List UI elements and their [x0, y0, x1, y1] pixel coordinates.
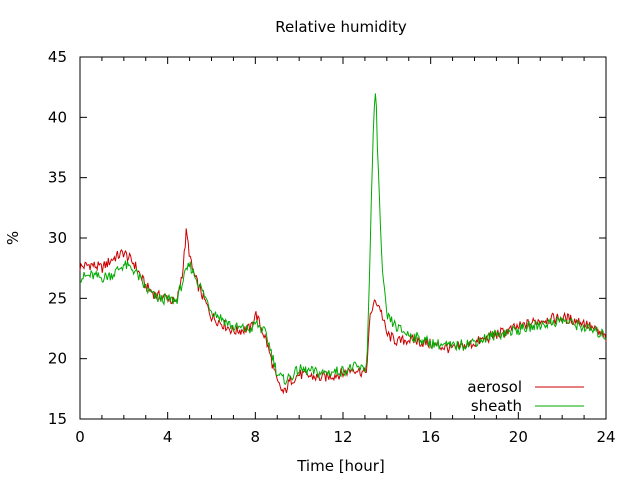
legend-label-aerosol: aerosol — [467, 378, 522, 396]
x-tick-label: 16 — [421, 428, 440, 446]
x-axis-label: Time [hour] — [296, 457, 385, 475]
chart-title: Relative humidity — [275, 18, 407, 36]
x-tick-label: 12 — [333, 428, 352, 446]
y-tick-label: 30 — [48, 229, 67, 247]
x-tick-label: 24 — [596, 428, 615, 446]
y-tick-label: 35 — [48, 169, 67, 187]
series-line-sheath — [79, 93, 607, 386]
y-tick-label: 45 — [48, 48, 67, 66]
series-line-aerosol — [79, 228, 607, 395]
plot-area: 0 4 8 12 16 20 24 15 20 25 30 35 40 45 — [48, 48, 616, 446]
y-tick-label: 25 — [48, 289, 67, 307]
y-tick-label: 20 — [48, 350, 67, 368]
y-tick-label: 15 — [48, 410, 67, 428]
x-tick-label: 0 — [75, 428, 85, 446]
x-tick-label: 20 — [509, 428, 528, 446]
x-tick-label: 8 — [251, 428, 261, 446]
x-tick-label: 4 — [163, 428, 173, 446]
y-axis-label: % — [4, 231, 22, 245]
legend-label-sheath: sheath — [471, 397, 522, 415]
y-tick-label: 40 — [48, 108, 67, 126]
plot-frame — [79, 56, 607, 420]
